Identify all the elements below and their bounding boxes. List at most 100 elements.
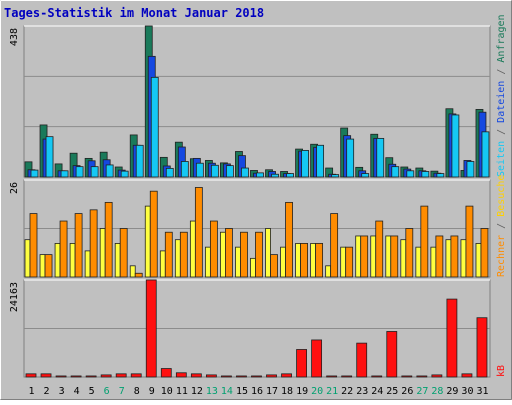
bar-besuche — [465, 205, 474, 278]
bar-besuche — [44, 254, 53, 278]
bar-seiten — [271, 173, 279, 178]
bar-besuche — [104, 201, 113, 278]
day-label: 28 — [431, 386, 443, 397]
bar-kb — [476, 317, 488, 378]
y-axis-max-label: 438 — [9, 28, 20, 46]
bar-rechner — [415, 246, 422, 278]
bar-rechner — [189, 220, 196, 278]
chart-title: Tages-Statistik im Monat Januar 2018 — [4, 6, 264, 20]
bar-seiten — [301, 150, 309, 178]
bar-seiten — [226, 165, 234, 178]
legend-entry: Dateien — [496, 81, 507, 123]
bar-seiten — [120, 170, 129, 178]
day-label: 10 — [161, 386, 173, 397]
day-label: 5 — [89, 386, 95, 397]
day-label: 12 — [191, 386, 203, 397]
bar-seiten — [150, 76, 159, 178]
bar-rechner — [24, 239, 31, 278]
bar-besuche — [164, 231, 173, 278]
bar-rechner — [204, 246, 211, 278]
legend-entry: Rechner — [496, 235, 507, 277]
bar-besuche — [59, 220, 68, 278]
bar-seiten — [466, 161, 475, 178]
bar-besuche — [435, 235, 444, 278]
bar-seiten — [165, 167, 174, 178]
bar-rechner — [310, 243, 317, 278]
bar-besuche — [375, 220, 384, 278]
bar-rechner — [355, 235, 362, 278]
bar-besuche — [194, 187, 203, 278]
bar-besuche — [420, 205, 429, 278]
bar-rechner — [430, 246, 437, 278]
day-label: 14 — [221, 386, 233, 397]
bar-besuche — [179, 231, 188, 278]
bar-kb — [296, 349, 307, 378]
bar-besuche — [240, 231, 248, 278]
bar-seiten — [376, 137, 385, 178]
bar-kb — [115, 373, 127, 378]
bar-rechner — [475, 243, 482, 278]
bar-kb — [130, 373, 142, 378]
bar-kb — [356, 342, 368, 378]
bar-seiten — [346, 138, 355, 178]
bar-seiten — [391, 166, 400, 178]
bar-besuche — [390, 235, 399, 278]
bar-rechner — [114, 243, 121, 278]
bar-besuche — [209, 220, 218, 278]
bar-rechner — [99, 228, 106, 278]
bar-besuche — [315, 243, 324, 278]
bar-kb — [281, 373, 292, 378]
bar-rechner — [385, 235, 392, 278]
day-label: 27 — [416, 386, 428, 397]
day-label: 3 — [59, 386, 65, 397]
day-label: 21 — [326, 386, 338, 397]
bar-rechner — [400, 239, 407, 278]
bar-kb — [25, 373, 37, 378]
bar-kb — [221, 375, 232, 378]
day-label: 8 — [134, 386, 140, 397]
bar-rechner — [250, 257, 256, 278]
day-label: 16 — [251, 386, 263, 397]
bar-rechner — [340, 246, 347, 278]
bar-kb — [85, 375, 97, 378]
bar-besuche — [270, 254, 278, 278]
day-label: 26 — [401, 386, 413, 397]
bar-besuche — [89, 209, 98, 278]
bar-kb — [266, 374, 277, 378]
bar-kb — [145, 279, 157, 378]
bar-rechner — [325, 265, 332, 278]
bar-kb — [386, 331, 398, 378]
y-axis-max-label: 24163 — [9, 282, 20, 312]
legend-text: Rechner / Besuche — [496, 175, 507, 277]
y-axis-max-label: 26 — [9, 182, 20, 194]
bar-seiten — [45, 136, 54, 178]
bar-kb — [416, 375, 428, 378]
bar-seiten — [195, 162, 204, 178]
bar-besuche — [255, 231, 263, 278]
bar-rechner — [295, 243, 301, 278]
day-label: 1 — [29, 386, 35, 397]
bar-kb — [55, 375, 67, 378]
chart-bars — [24, 25, 490, 378]
bar-rechner — [159, 250, 166, 278]
bar-besuche — [405, 228, 414, 278]
bar-kb — [431, 374, 443, 378]
day-label: 24 — [371, 386, 383, 397]
bar-kb — [401, 375, 413, 378]
bar-seiten — [180, 161, 189, 178]
bar-kb — [236, 375, 247, 378]
bar-kb — [251, 375, 262, 378]
bar-rechner — [265, 228, 271, 278]
bar-seiten — [210, 164, 219, 178]
bar-seiten — [361, 173, 370, 178]
bar-rechner — [129, 265, 136, 278]
day-label: 17 — [266, 386, 278, 397]
day-label: 23 — [356, 386, 368, 397]
bar-rechner — [280, 246, 286, 278]
day-label: 31 — [476, 386, 488, 397]
bar-besuche — [345, 246, 354, 278]
bar-seiten — [451, 114, 460, 178]
